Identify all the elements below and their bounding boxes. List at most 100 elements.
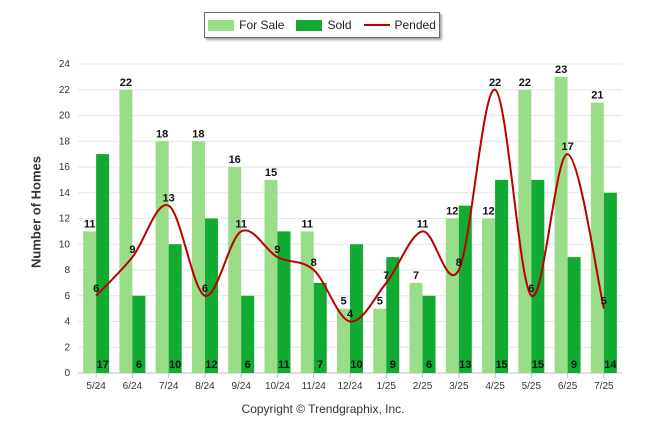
y-tick-label: 4 [64, 317, 70, 328]
for-sale-bar [300, 231, 314, 373]
sold-bar [277, 231, 291, 373]
x-tick-label: 6/24 [123, 381, 143, 392]
sold-value-label: 14 [604, 359, 617, 371]
for-sale-value-label: 22 [120, 77, 132, 89]
sold-bar [495, 179, 509, 373]
legend-label-sold: Sold [327, 18, 352, 32]
for-sale-value-label: 18 [156, 128, 168, 140]
sold-bar [603, 192, 617, 373]
y-tick-label: 14 [59, 188, 71, 199]
for-sale-value-label: 12 [446, 206, 458, 218]
y-axis-label: Number of Homes [28, 156, 44, 268]
x-tick-label: 9/24 [231, 381, 251, 392]
for-sale-value-label: 23 [555, 64, 567, 76]
y-tick-label: 6 [64, 291, 70, 302]
pended-value-label: 6 [528, 283, 534, 295]
x-tick-label: 5/24 [86, 381, 106, 392]
x-tick-label: 3/25 [449, 381, 469, 392]
for-sale-value-label: 7 [413, 270, 419, 282]
labels-layer: 1117622691810131812616611151191178510459… [84, 64, 618, 371]
sold-bar [567, 257, 581, 373]
sold-value-label: 6 [245, 359, 251, 371]
y-tick-label: 18 [59, 136, 71, 147]
bars-layer [83, 76, 617, 373]
x-tick-label: 8/24 [195, 381, 215, 392]
sold-bar [350, 244, 363, 373]
for-sale-value-label: 5 [340, 296, 346, 308]
for-sale-bar [445, 218, 459, 373]
x-tick-label: 1/25 [377, 381, 397, 392]
y-tick-label: 16 [59, 162, 71, 173]
sold-value-label: 15 [532, 359, 544, 371]
for-sale-bar [482, 218, 496, 373]
pended-value-label: 4 [347, 309, 354, 321]
sold-bar [531, 179, 545, 373]
x-tick-label: 5/25 [522, 381, 542, 392]
pended-line [95, 88, 605, 323]
sold-value-label: 10 [350, 359, 362, 371]
for-sale-bar [518, 89, 532, 373]
pended-line-swatch-icon [363, 24, 390, 26]
pended-value-label: 8 [456, 257, 462, 269]
for-sale-bar [554, 76, 568, 373]
legend-label-pended: Pended [394, 18, 436, 32]
sold-bar [241, 295, 255, 373]
x-tick-label: 7/24 [159, 381, 179, 392]
y-tick-label: 24 [59, 59, 71, 70]
sold-value-label: 9 [571, 359, 577, 371]
sold-bar [313, 282, 327, 373]
sold-value-label: 9 [390, 359, 396, 371]
pended-value-label: 9 [274, 244, 280, 256]
sold-bar [458, 205, 472, 373]
copyright-text: Copyright © Trendgraphix, Inc. [241, 402, 405, 416]
for-sale-value-label: 22 [519, 77, 531, 89]
sold-value-label: 15 [495, 359, 507, 371]
sold-bar [422, 295, 436, 373]
y-tick-label: 12 [59, 214, 71, 225]
pended-value-label: 11 [417, 218, 429, 230]
x-tick-label: 7/25 [594, 381, 614, 392]
legend: For Sale Sold Pended [204, 12, 440, 38]
sold-bar [168, 244, 182, 373]
y-tick-label: 2 [64, 342, 70, 353]
for-sale-bar [155, 141, 169, 373]
x-tick-label: 6/25 [558, 381, 578, 392]
sold-bar [132, 295, 146, 373]
x-tick-label: 12/24 [337, 381, 362, 392]
for-sale-bar [228, 167, 242, 373]
for-sale-value-label: 11 [301, 218, 313, 230]
pended-value-label: 5 [601, 296, 607, 308]
sold-value-label: 10 [169, 359, 181, 371]
x-tick-label: 4/25 [485, 381, 505, 392]
legend-item-pended: Pended [363, 18, 436, 32]
legend-label-for-sale: For Sale [239, 18, 285, 32]
x-tick-label: 2/25 [413, 381, 433, 392]
for-sale-swatch-icon [208, 19, 235, 31]
y-tick-label: 10 [59, 239, 71, 250]
pended-value-label: 9 [129, 244, 135, 256]
y-tick-label: 20 [59, 111, 71, 122]
sold-value-label: 6 [136, 359, 142, 371]
for-sale-bar [590, 102, 604, 373]
pended-value-label: 7 [383, 270, 389, 282]
legend-item-sold: Sold [296, 18, 352, 32]
pended-value-label: 6 [93, 283, 99, 295]
legend-item-for-sale: For Sale [208, 18, 284, 32]
pended-value-label: 13 [163, 193, 175, 205]
x-tick-label: 10/24 [265, 381, 290, 392]
sold-bar [96, 154, 110, 373]
sold-value-label: 6 [426, 359, 432, 371]
for-sale-bar [373, 308, 387, 373]
for-sale-bar [191, 141, 205, 373]
pended-value-label: 17 [561, 141, 573, 153]
x-tick-label: 11/24 [302, 381, 327, 392]
line-layer [95, 88, 605, 323]
for-sale-bar [409, 282, 423, 373]
for-sale-value-label: 21 [591, 90, 603, 102]
for-sale-bar [337, 308, 350, 373]
pended-value-label: 22 [489, 77, 501, 89]
for-sale-bar [264, 179, 278, 373]
y-tick-label: 22 [59, 85, 71, 96]
sold-value-label: 11 [278, 359, 290, 371]
